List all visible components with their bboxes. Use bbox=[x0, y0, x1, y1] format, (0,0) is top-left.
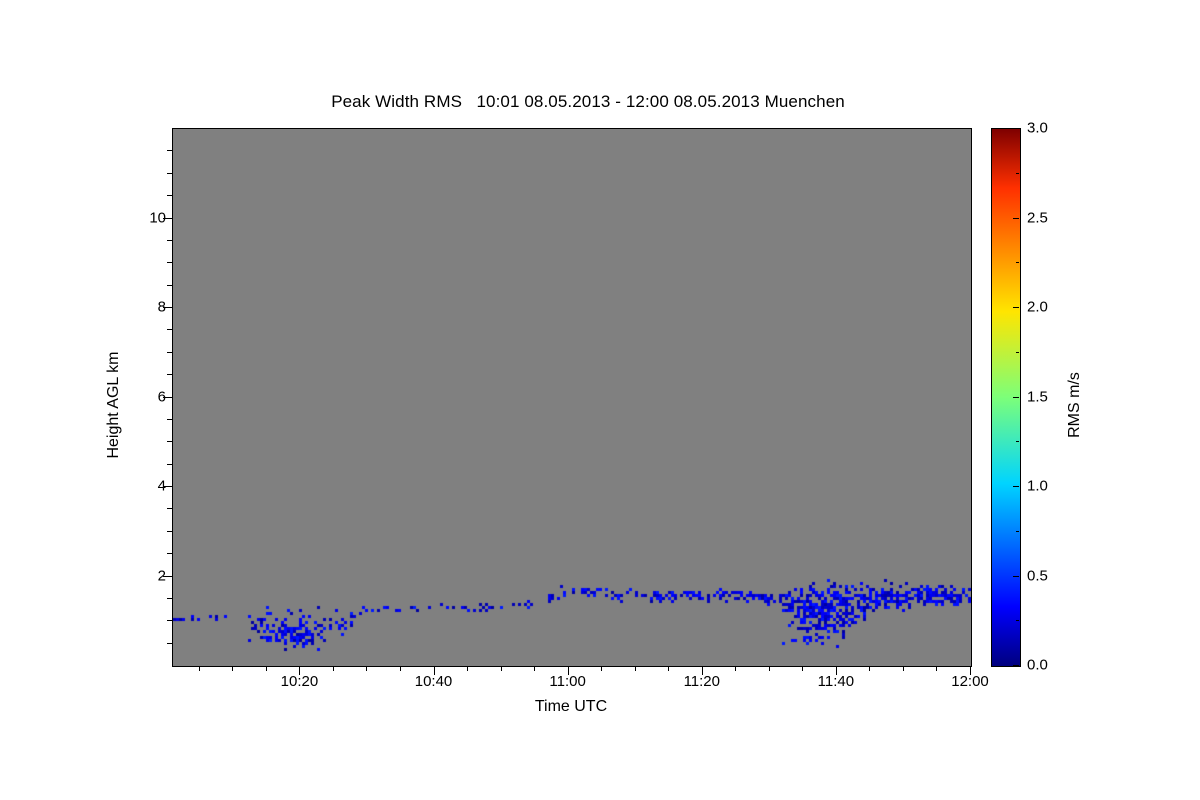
y-tick-label: 2 bbox=[157, 567, 166, 584]
colorbar-tick-label: 1.0 bbox=[1027, 477, 1048, 495]
x-tick-minor bbox=[735, 666, 737, 671]
y-tick-major bbox=[163, 307, 172, 308]
x-tick-minor bbox=[500, 666, 502, 671]
colorbar-tick bbox=[1013, 665, 1019, 666]
colorbar-tick-label: 0.0 bbox=[1027, 656, 1048, 674]
y-tick-major bbox=[163, 575, 172, 577]
y-tick-minor bbox=[167, 530, 172, 532]
y-tick-minor bbox=[167, 329, 172, 331]
y-tick-label: 8 bbox=[157, 298, 166, 316]
x-tick-minor bbox=[601, 666, 603, 671]
page-title: Peak Width RMS 10:01 08.05.2013 - 12:00 … bbox=[331, 92, 845, 111]
x-tick-minor bbox=[869, 666, 871, 671]
x-tick-minor bbox=[198, 666, 200, 671]
colorbar-tick-minor bbox=[1016, 530, 1019, 532]
x-tick-minor bbox=[668, 666, 670, 671]
y-tick-minor bbox=[167, 597, 172, 599]
colorbar-tick bbox=[1013, 486, 1019, 487]
y-tick-minor bbox=[167, 463, 172, 465]
x-tick-minor bbox=[936, 666, 938, 671]
x-tick-label: 10:40 bbox=[414, 673, 453, 690]
y-tick-minor bbox=[167, 262, 172, 264]
x-tick-minor bbox=[332, 666, 334, 671]
colorbar-tick-label: 2.5 bbox=[1027, 209, 1048, 226]
y-tick-label: 10 bbox=[149, 209, 166, 226]
colorbar-tick-label: 0.5 bbox=[1027, 567, 1048, 584]
colorbar-tick bbox=[1013, 396, 1019, 398]
x-tick-label: 11:00 bbox=[549, 673, 586, 690]
x-tick-label: 10:20 bbox=[280, 673, 319, 690]
x-tick-major bbox=[299, 666, 301, 675]
colorbar bbox=[991, 128, 1021, 667]
y-tick-minor bbox=[167, 351, 172, 353]
y-axis-label: Height AGL km bbox=[105, 351, 122, 459]
x-tick-major bbox=[567, 666, 569, 675]
y-tick-minor bbox=[167, 172, 172, 174]
y-tick-minor bbox=[167, 239, 172, 241]
x-tick-major bbox=[701, 666, 703, 675]
colorbar-tick bbox=[1013, 307, 1019, 308]
y-tick-label: 4 bbox=[157, 477, 166, 495]
colorbar-tick bbox=[1013, 128, 1019, 129]
x-axis-label: Time UTC bbox=[534, 698, 608, 715]
x-tick-minor bbox=[634, 666, 636, 671]
colorbar-tick-minor bbox=[1016, 620, 1019, 622]
colorbar-tick-label: 3.0 bbox=[1027, 119, 1048, 137]
colorbar-label: RMS m/s bbox=[1066, 372, 1083, 438]
y-tick-major bbox=[163, 486, 172, 487]
x-tick-minor bbox=[467, 666, 469, 671]
colorbar-tick bbox=[1013, 217, 1019, 219]
y-tick-minor bbox=[167, 284, 172, 286]
x-tick-minor bbox=[768, 666, 770, 671]
y-tick-minor bbox=[167, 150, 172, 152]
x-tick-major bbox=[835, 666, 837, 675]
y-tick-minor bbox=[167, 441, 172, 443]
x-tick-minor bbox=[534, 666, 536, 671]
colorbar-tick-minor bbox=[1016, 172, 1019, 174]
y-tick-label: 6 bbox=[157, 388, 166, 405]
colorbar-gradient bbox=[992, 129, 1020, 666]
heatmap-data-layer bbox=[173, 129, 971, 666]
x-tick-minor bbox=[902, 666, 904, 671]
x-tick-label: 11:40 bbox=[817, 673, 855, 690]
x-tick-major bbox=[970, 666, 971, 675]
plot-area bbox=[172, 128, 972, 667]
colorbar-tick-label: 2.0 bbox=[1027, 298, 1048, 316]
x-tick-minor bbox=[366, 666, 368, 671]
y-tick-minor bbox=[167, 553, 172, 555]
colorbar-tick-label: 1.5 bbox=[1027, 388, 1048, 405]
x-tick-major bbox=[433, 666, 435, 675]
y-tick-major bbox=[163, 217, 172, 219]
colorbar-tick-minor bbox=[1016, 262, 1019, 264]
colorbar-tick-minor bbox=[1016, 351, 1019, 353]
y-tick-minor bbox=[167, 642, 172, 644]
y-tick-minor bbox=[167, 195, 172, 197]
y-tick-minor bbox=[167, 418, 172, 420]
x-tick-label: 12:00 bbox=[951, 673, 989, 690]
x-tick-minor bbox=[400, 666, 401, 671]
y-tick-minor bbox=[167, 508, 172, 510]
x-tick-minor bbox=[265, 666, 267, 671]
x-tick-minor bbox=[232, 666, 234, 671]
y-tick-minor bbox=[167, 620, 172, 622]
x-tick-label: 11:20 bbox=[683, 673, 720, 690]
x-tick-minor bbox=[802, 666, 804, 671]
y-tick-minor bbox=[167, 374, 172, 376]
colorbar-tick bbox=[1013, 575, 1019, 577]
colorbar-tick-minor bbox=[1016, 441, 1019, 443]
y-tick-major bbox=[163, 396, 172, 398]
